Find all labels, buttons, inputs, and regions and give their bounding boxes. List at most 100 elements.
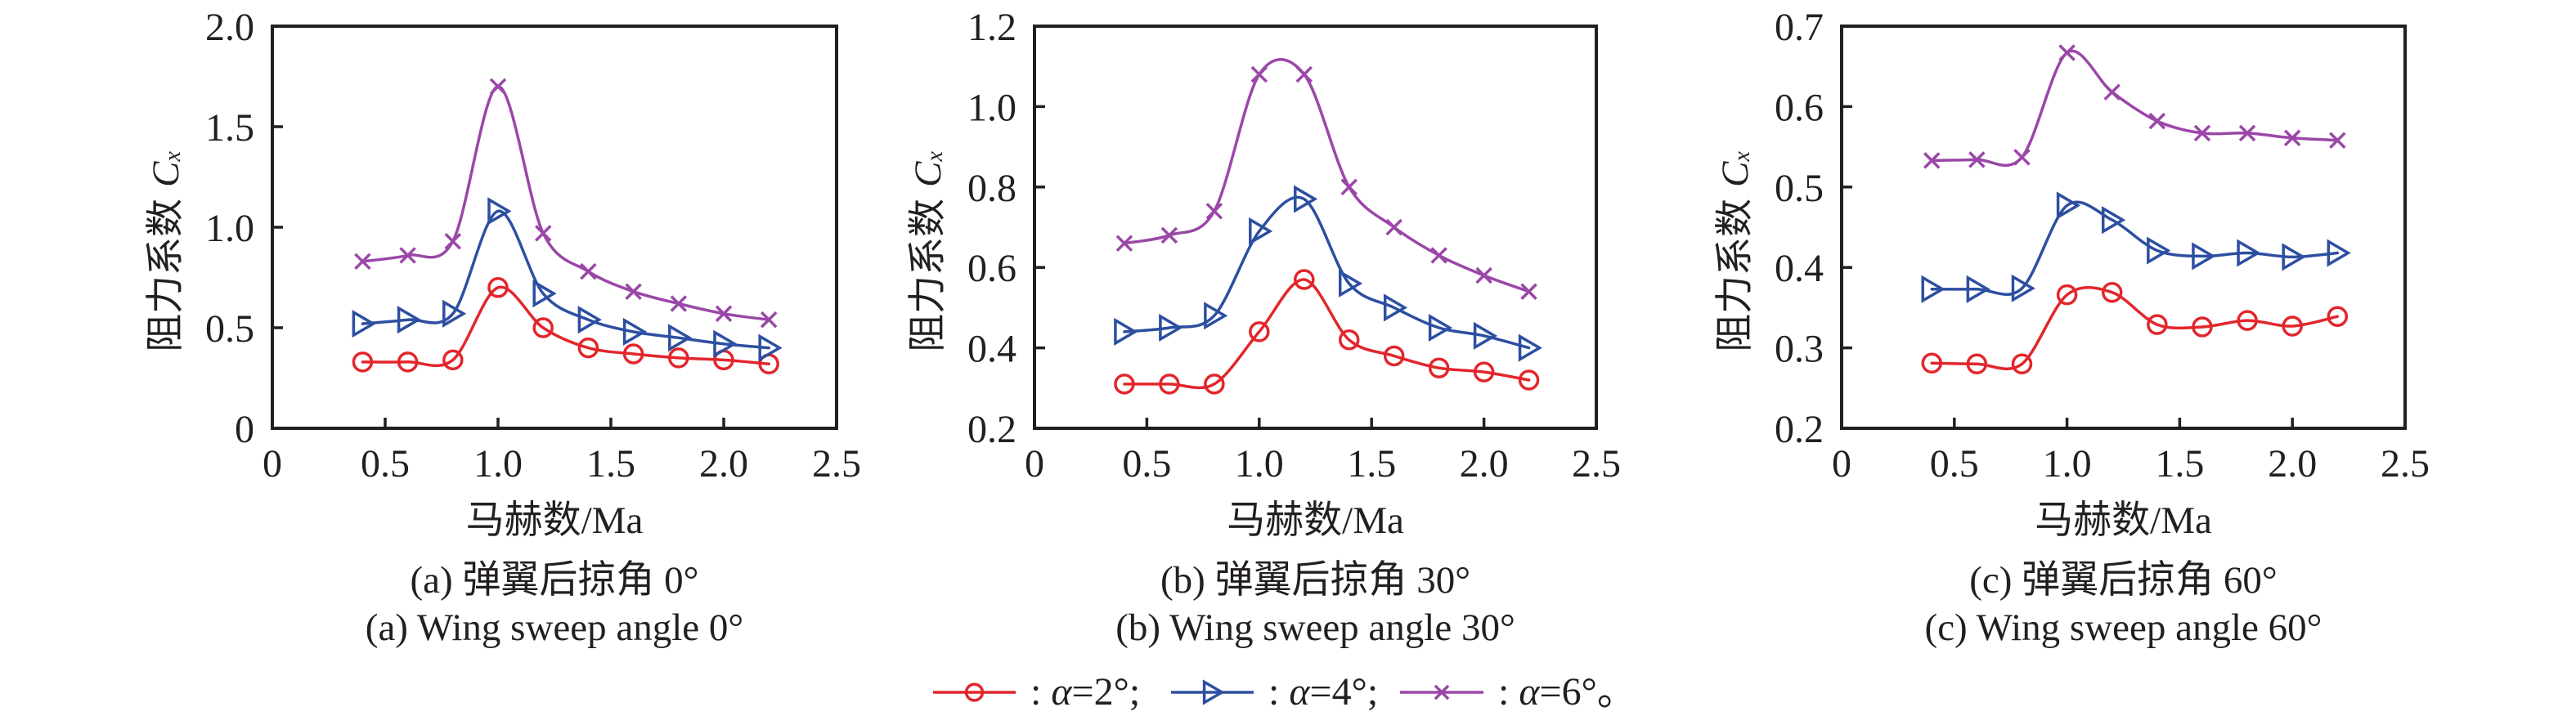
data-point-circle-marker	[2056, 284, 2078, 306]
plot-frame	[1033, 25, 1598, 430]
x-tick-label: 1.5	[1347, 442, 1396, 486]
y-tick-label: 0.2	[967, 408, 1016, 451]
series-line	[361, 285, 770, 368]
x-tick-label: 2.5	[2381, 442, 2430, 486]
data-point-circle-marker	[1249, 321, 1270, 342]
legend-separator: :	[1268, 670, 1289, 714]
x-tick-label: 1.5	[2155, 442, 2204, 486]
caption-en: (a) Wing sweep angle 0°	[366, 606, 743, 649]
data-point-triangle-right-marker	[1249, 217, 1273, 245]
series-3	[354, 78, 778, 329]
data-point-circle-marker	[2237, 310, 2258, 331]
series-line	[1930, 200, 2340, 297]
legend-symbol: α	[1519, 670, 1540, 714]
legend-triangle-right-marker	[1202, 679, 1225, 705]
data-point-circle-marker	[668, 347, 689, 369]
series-2	[1921, 191, 2351, 303]
data-point-circle-marker	[1159, 374, 1180, 395]
legend-label: : α=2°;	[1030, 670, 1140, 714]
legend-item-1: : α=2°;	[933, 670, 1140, 714]
data-point-circle-marker	[442, 349, 464, 371]
y-axis-subscript: x	[160, 151, 186, 163]
x-tick-label: 0	[1832, 442, 1851, 486]
data-point-triangle-right-marker	[2011, 274, 2035, 302]
data-point-circle-marker	[2147, 314, 2168, 335]
y-tick-label: 0.6	[1775, 86, 1824, 129]
data-point-triangle-right-marker	[1159, 313, 1183, 342]
data-point-circle-marker	[1338, 329, 1360, 351]
data-point-x-marker	[1115, 235, 1133, 252]
data-point-triangle-right-marker	[1114, 317, 1138, 346]
x-tick-label: 1.0	[473, 442, 523, 486]
data-point-triangle-right-marker	[1294, 185, 1318, 213]
data-point-triangle-right-marker	[1921, 275, 1945, 303]
data-point-x-marker	[1205, 203, 1223, 220]
y-tick-label: 1.5	[205, 106, 254, 150]
chart-panel-a: 0 0.5 1.0 1.5 2.0 2.5 0 0.5 1.0 1.5 2.0 阻力系数 Cx 马赫数/M…	[145, 6, 861, 649]
data-point-x-marker	[489, 78, 507, 96]
legend-value: =4°	[1310, 670, 1367, 714]
data-point-triangle-right-marker	[1338, 269, 1363, 298]
x-tick-label: 0	[263, 442, 282, 486]
chart-panel-c: 0 0.5 1.0 1.5 2.0 2.5 0.2 0.3 0.4 0.5 0.6 0.7 阻力系数 Cx…	[1714, 6, 2430, 649]
data-point-circle-marker	[2282, 315, 2303, 337]
data-point-x-marker	[1250, 65, 1268, 83]
x-axis-title: 马赫数/Ma	[2035, 499, 2212, 542]
x-tick-label: 2.0	[1460, 442, 1509, 486]
data-point-circle-marker	[1383, 345, 1405, 367]
data-point-x-marker	[1520, 283, 1537, 300]
x-tick-label: 0	[1025, 442, 1044, 486]
data-point-x-marker	[1968, 151, 1986, 168]
series-line	[1930, 285, 2340, 371]
x-axis-title: 马赫数/Ma	[1227, 499, 1404, 542]
legend-item-3: : α=6°。	[1400, 670, 1636, 714]
series-3	[1115, 58, 1537, 300]
series-1	[1114, 269, 1540, 395]
data-point-x-marker	[760, 311, 778, 329]
data-point-x-marker	[399, 247, 416, 264]
legend-separator: :	[1030, 670, 1051, 714]
x-tick-label: 2.5	[812, 442, 861, 486]
data-point-triangle-right-marker	[2056, 191, 2081, 220]
legend-suffix: ;	[1367, 670, 1378, 714]
data-point-circle-marker	[1473, 361, 1495, 383]
y-tick-label: 0.8	[967, 167, 1016, 210]
data-point-circle-marker	[1428, 357, 1450, 378]
x-tick-label: 0.5	[1122, 442, 1171, 486]
x-tick-label: 0.5	[361, 442, 410, 486]
y-tick-label: 0.6	[967, 247, 1016, 290]
data-point-triangle-right-marker	[1428, 313, 1453, 342]
x-tick-label: 1.5	[586, 442, 635, 486]
plot-frame	[1840, 25, 2407, 430]
data-point-circle-marker	[1294, 269, 1315, 290]
series-1	[1921, 281, 2349, 375]
y-axis-symbol: C	[907, 161, 949, 187]
y-axis-title-text: 阻力系数	[1714, 199, 1757, 352]
caption-zh: (a) 弹翼后掠角 0°	[411, 559, 699, 602]
legend-value: =2°	[1072, 670, 1129, 714]
data-point-x-marker	[1475, 266, 1492, 284]
x-tick-label: 0.5	[1930, 442, 1979, 486]
legend-circle-marker	[964, 682, 985, 702]
data-point-circle-marker	[487, 277, 509, 298]
data-point-x-marker	[2283, 129, 2301, 147]
data-point-triangle-right-marker	[1966, 275, 1990, 303]
data-point-triangle-right-marker	[668, 324, 693, 352]
data-point-x-marker	[580, 262, 597, 280]
y-tick-label: 0.7	[1775, 6, 1824, 49]
caption-en: (b) Wing sweep angle 30°	[1115, 606, 1515, 649]
y-axis-title: 阻力系数 Cx	[907, 151, 949, 352]
data-point-triangle-right-marker	[2237, 239, 2261, 267]
y-tick-label: 1.2	[967, 6, 1016, 49]
data-point-circle-marker	[1114, 374, 1135, 395]
data-point-circle-marker	[1518, 369, 1540, 391]
legend-suffix: ;	[1129, 670, 1140, 714]
y-tick-label: 0	[235, 408, 254, 451]
y-axis-symbol: C	[145, 161, 187, 187]
y-tick-label: 2.0	[205, 6, 254, 49]
y-axis-subscript: x	[922, 151, 948, 163]
series-line	[1930, 49, 2340, 168]
data-point-circle-marker	[1921, 352, 1942, 374]
caption-en: (c) Wing sweep angle 60°	[1925, 606, 2322, 649]
